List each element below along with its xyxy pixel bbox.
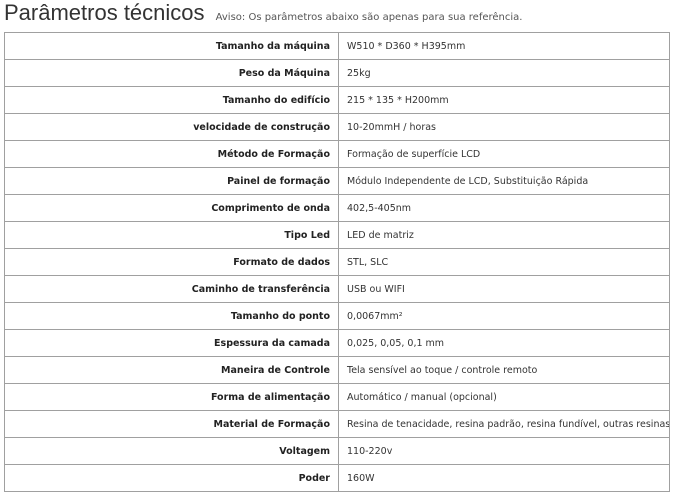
spec-label: Espessura da camada — [4, 329, 339, 357]
spec-value: Tela sensível ao toque / controle remoto — [338, 356, 670, 384]
spec-label: Painel de formação — [4, 167, 339, 195]
spec-row: Material de Formação Resina de tenacidade… — [4, 410, 670, 438]
spec-value: USB ou WIFI — [338, 275, 670, 303]
spec-value: W510 * D360 * H395mm — [338, 32, 670, 60]
spec-value: LED de matriz — [338, 221, 670, 249]
spec-value: 10-20mmH / horas — [338, 113, 670, 141]
spec-row: velocidade de construção 10-20mmH / horas — [4, 113, 670, 141]
spec-label: Formato de dados — [4, 248, 339, 276]
spec-value: Automático / manual (opcional) — [338, 383, 670, 411]
spec-label: Material de Formação — [4, 410, 339, 438]
spec-value: Formação de superfície LCD — [338, 140, 670, 168]
spec-value: 215 * 135 * H200mm — [338, 86, 670, 114]
spec-row: Comprimento de onda 402,5-405nm — [4, 194, 670, 222]
spec-value: 0,025, 0,05, 0,1 mm — [338, 329, 670, 357]
spec-row: Espessura da camada 0,025, 0,05, 0,1 mm — [4, 329, 670, 357]
spec-value: 160W — [338, 464, 670, 492]
spec-label: Tipo Led — [4, 221, 339, 249]
spec-value: STL, SLC — [338, 248, 670, 276]
spec-value: Módulo Independente de LCD, Substituição… — [338, 167, 670, 195]
spec-label: Tamanho da máquina — [4, 32, 339, 60]
spec-value: 0,0067mm² — [338, 302, 670, 330]
spec-row: Maneira de Controle Tela sensível ao toqu… — [4, 356, 670, 384]
spec-value: 402,5-405nm — [338, 194, 670, 222]
spec-label: Forma de alimentação — [4, 383, 339, 411]
spec-row: Tamanho da máquina W510 * D360 * H395mm — [4, 32, 670, 60]
page-title: Parâmetros técnicos — [4, 0, 205, 25]
spec-value: 110-220v — [338, 437, 670, 465]
spec-label: Maneira de Controle — [4, 356, 339, 384]
spec-row: Tipo Led LED de matriz — [4, 221, 670, 249]
spec-table: Tamanho da máquina W510 * D360 * H395mm Pe… — [4, 32, 670, 492]
spec-label: Poder — [4, 464, 339, 492]
spec-value: Resina de tenacidade, resina padrão, res… — [338, 410, 670, 438]
spec-row: Forma de alimentação Automático / manual … — [4, 383, 670, 411]
spec-label: Tamanho do edifício — [4, 86, 339, 114]
spec-label: Tamanho do ponto — [4, 302, 339, 330]
spec-label: Caminho de transferência — [4, 275, 339, 303]
spec-row: Tamanho do ponto 0,0067mm² — [4, 302, 670, 330]
spec-value: 25kg — [338, 59, 670, 87]
spec-row: Método de Formação Formação de superfície… — [4, 140, 670, 168]
spec-row: Voltagem 110-220v — [4, 437, 670, 465]
spec-row: Caminho de transferência USB ou WIFI — [4, 275, 670, 303]
spec-row: Poder 160W — [4, 464, 670, 492]
spec-row: Peso da Máquina 25kg — [4, 59, 670, 87]
spec-label: Voltagem — [4, 437, 339, 465]
spec-row: Formato de dados STL, SLC — [4, 248, 670, 276]
notice: Aviso: Os parâmetros abaixo são apenas p… — [215, 12, 523, 23]
spec-row: Tamanho do edifício 215 * 135 * H200mm — [4, 86, 670, 114]
spec-row: Painel de formação Módulo Independente de… — [4, 167, 670, 195]
spec-label: velocidade de construção — [4, 113, 339, 141]
spec-label: Peso da Máquina — [4, 59, 339, 87]
header: Parâmetros técnicos Aviso: Os parâmetros… — [4, 0, 522, 30]
spec-label: Método de Formação — [4, 140, 339, 168]
spec-label: Comprimento de onda — [4, 194, 339, 222]
